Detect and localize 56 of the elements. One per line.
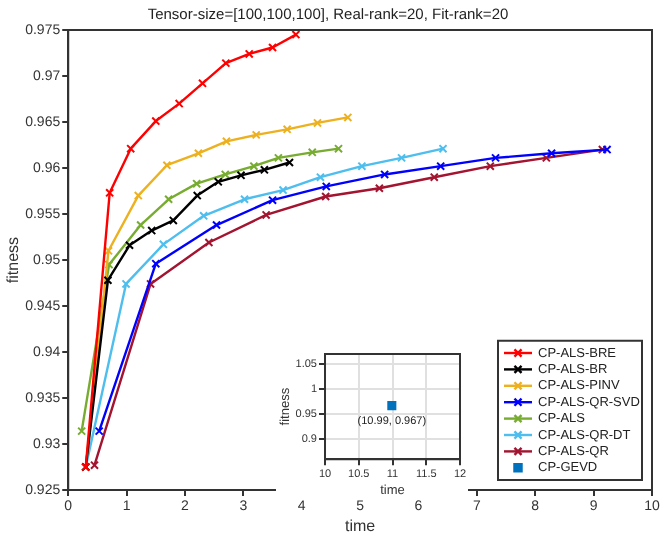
x-axis-title: time <box>344 516 377 535</box>
point <box>133 191 143 201</box>
point <box>197 78 208 88</box>
point <box>244 49 254 59</box>
point <box>374 183 384 193</box>
point <box>249 161 259 171</box>
point <box>168 215 178 225</box>
point <box>211 220 222 230</box>
point <box>126 144 136 154</box>
point <box>204 237 214 248</box>
point <box>397 153 407 163</box>
point <box>547 148 557 158</box>
point <box>103 275 113 285</box>
point <box>124 240 135 250</box>
point <box>221 136 231 146</box>
point <box>174 99 184 109</box>
point <box>268 42 278 53</box>
point <box>278 185 288 195</box>
point <box>147 226 157 236</box>
point <box>315 172 325 182</box>
point <box>357 161 367 171</box>
point <box>193 148 203 158</box>
point <box>436 161 446 171</box>
point <box>162 160 172 170</box>
point <box>164 194 174 204</box>
point <box>121 279 131 289</box>
point <box>213 177 223 187</box>
point <box>321 181 331 191</box>
point <box>221 58 231 68</box>
point <box>146 279 156 289</box>
point <box>312 118 323 128</box>
point <box>136 220 146 230</box>
point <box>199 211 209 221</box>
point <box>105 188 115 198</box>
point <box>380 169 390 179</box>
point <box>236 170 246 180</box>
point <box>151 259 161 269</box>
point <box>307 147 317 157</box>
point <box>151 116 161 126</box>
point <box>158 239 168 249</box>
point <box>192 191 202 201</box>
point <box>321 191 331 202</box>
point <box>282 124 292 134</box>
y-axis-title: fitness <box>4 236 23 284</box>
point <box>192 179 202 189</box>
point <box>429 172 439 182</box>
point <box>273 153 283 163</box>
point <box>268 195 278 205</box>
point <box>491 153 501 163</box>
point <box>251 130 261 140</box>
point <box>220 169 230 179</box>
point <box>261 210 271 220</box>
point <box>541 153 551 163</box>
point <box>485 161 495 171</box>
point <box>240 194 250 204</box>
point <box>259 165 269 175</box>
